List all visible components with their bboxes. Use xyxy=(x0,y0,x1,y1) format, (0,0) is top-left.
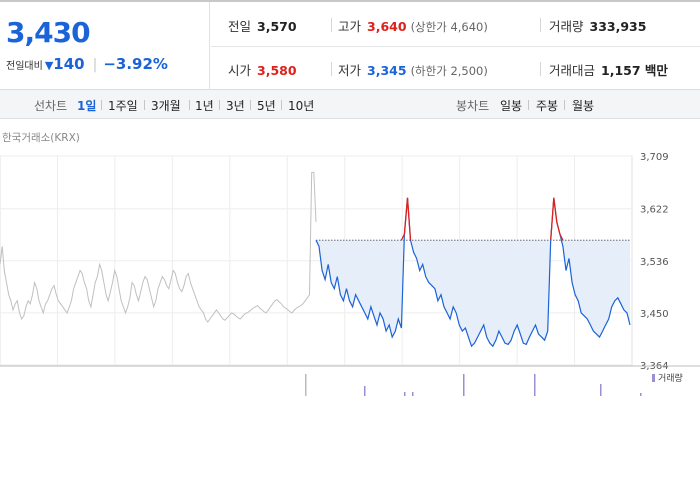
y-tick-label: 3,450 xyxy=(640,309,669,320)
tab-weekly-candle[interactable]: 주봉 xyxy=(536,99,559,113)
tab-monthly-candle[interactable]: 월봉 xyxy=(572,99,595,113)
volume-bars xyxy=(0,365,700,396)
trade-value-label: 거래대금 xyxy=(549,63,596,78)
stat-open: 시가 3,580 xyxy=(228,60,297,79)
down-triangle-icon: ▼ xyxy=(44,59,54,72)
y-tick-label: 3,536 xyxy=(640,257,669,268)
stat-trade-value: 거래대금 1,157 백만 xyxy=(549,60,668,79)
tab-5-years[interactable]: 5년 xyxy=(257,99,276,113)
prev-close-value: 3,570 xyxy=(257,19,297,34)
source-label: 한국거래소(KRX) xyxy=(2,132,80,144)
tab-separator xyxy=(281,100,282,110)
volume-bar xyxy=(404,392,406,396)
trade-value: 1,157 백만 xyxy=(601,63,668,78)
stat-high: 고가 3,640 (상한가 4,640) xyxy=(338,16,488,35)
y-tick-label: 3,709 xyxy=(640,152,669,163)
volume-bar xyxy=(534,374,536,396)
tab-separator xyxy=(101,100,102,110)
volume-swatch xyxy=(652,374,655,382)
volume-bar xyxy=(463,374,465,396)
change-rate: −3.92% xyxy=(103,55,168,73)
open-value: 3,580 xyxy=(257,63,297,78)
series-today-line xyxy=(315,197,631,348)
series-today-fill xyxy=(316,240,630,347)
candle-chart-label: 봉차트 xyxy=(456,99,490,113)
change-row: 전일대비 ▼140 | −3.92% xyxy=(6,55,168,73)
volume-legend: 거래량 xyxy=(652,371,683,384)
series-previous-line xyxy=(0,171,317,323)
current-price: 3,430 xyxy=(6,16,91,49)
stat-divider xyxy=(540,18,541,32)
line-chart-label: 선차트 xyxy=(34,99,68,113)
summary-row-divider xyxy=(211,46,700,47)
volume-bar xyxy=(640,393,642,396)
tab-separator xyxy=(250,100,251,110)
tab-separator xyxy=(528,100,529,110)
volume-bar xyxy=(412,392,414,396)
volume-label: 거래량 xyxy=(549,19,584,34)
tab-1-week[interactable]: 1주일 xyxy=(108,99,138,113)
tab-separator xyxy=(219,100,220,110)
tab-1-year[interactable]: 1년 xyxy=(195,99,214,113)
volume-legend-text: 거래량 xyxy=(658,374,683,384)
tab-separator xyxy=(189,100,190,110)
prev-close-label: 전일 xyxy=(228,19,252,34)
change-separator: | xyxy=(92,57,98,73)
quote-summary: 3,430 전일대비 ▼140 | −3.92% 전일 3,570 고가 3,640 (상한… xyxy=(0,0,700,90)
stat-divider xyxy=(331,18,332,32)
stat-divider xyxy=(540,62,541,76)
lower-limit: (하한가 2,500) xyxy=(410,64,488,78)
low-label: 저가 xyxy=(338,63,362,78)
volume-bar xyxy=(600,384,602,396)
volume-value: 333,935 xyxy=(589,19,647,34)
period-tab-bar: 선차트 1일 1주일 3개월 1년 3년 5년 10년 봉차트 일봉 주봉 월봉 xyxy=(0,90,700,119)
y-tick-label: 3,622 xyxy=(640,205,669,216)
high-value: 3,640 xyxy=(367,19,407,34)
tab-3-months[interactable]: 3개월 xyxy=(151,99,181,113)
tab-separator xyxy=(144,100,145,110)
tab-separator xyxy=(564,100,565,110)
high-label: 고가 xyxy=(338,19,362,34)
stat-volume: 거래량 333,935 xyxy=(549,16,646,35)
upper-limit: (상한가 4,640) xyxy=(410,20,488,34)
volume-bar xyxy=(364,386,366,396)
stat-low: 저가 3,345 (하한가 2,500) xyxy=(338,60,488,79)
stat-divider xyxy=(331,62,332,76)
volume-bar xyxy=(305,374,307,396)
price-box: 3,430 전일대비 ▼140 | −3.92% xyxy=(0,2,210,90)
tab-1-day[interactable]: 1일 xyxy=(77,99,97,113)
stat-prev-close: 전일 3,570 xyxy=(228,16,297,35)
low-value: 3,345 xyxy=(367,63,407,78)
tab-3-years[interactable]: 3년 xyxy=(226,99,245,113)
tab-daily-candle[interactable]: 일봉 xyxy=(500,99,523,113)
chart-series xyxy=(0,171,631,348)
change-amount: 140 xyxy=(53,55,85,73)
change-label: 전일대비 xyxy=(6,61,43,72)
tab-10-years[interactable]: 10년 xyxy=(288,99,315,113)
series-today-above-reference xyxy=(400,197,564,241)
open-label: 시가 xyxy=(228,63,252,78)
